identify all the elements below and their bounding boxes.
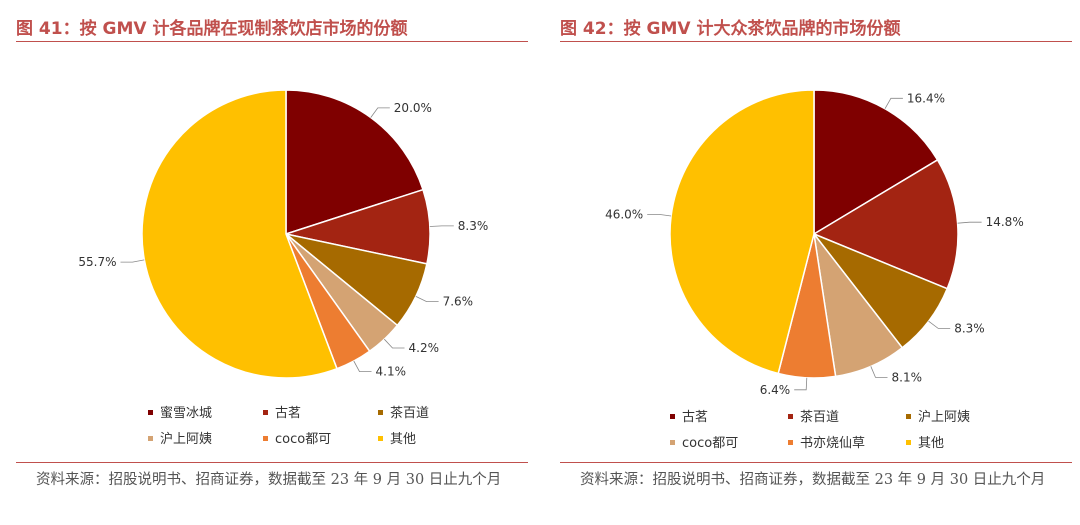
- leader-line: [870, 366, 888, 378]
- legend-swatch: [378, 436, 383, 441]
- leader-line: [415, 296, 439, 303]
- legend-label: coco都可: [275, 432, 331, 447]
- legend-swatch: [788, 440, 793, 445]
- legend-label: 蜜雪冰城: [160, 406, 212, 421]
- legend-swatch: [670, 414, 675, 419]
- figure-42: 图 42：按 GMV 计大众茶饮品牌的市场份额 16.4% 14.8% 8.3% 8.…: [552, 0, 1072, 525]
- legend-swatch: [263, 410, 268, 415]
- pie-slice: [669, 89, 815, 375]
- pie-slice: [285, 89, 424, 236]
- leader-line: [928, 320, 951, 329]
- data-label: 20.0%: [394, 101, 432, 115]
- data-label: 16.4%: [907, 91, 945, 105]
- data-label: 55.7%: [78, 255, 116, 269]
- source-note: 资料来源：招股说明书、招商证券，数据截至 23 年 9 月 30 日止九个月: [36, 472, 502, 488]
- legend-swatch: [378, 410, 383, 415]
- legend-label: 茶百道: [390, 405, 429, 421]
- leader-line: [120, 259, 145, 263]
- legend-label: 沪上阿姨: [918, 409, 970, 425]
- legend-label: 其他: [390, 432, 416, 447]
- data-label: 4.1%: [376, 365, 407, 379]
- pie-chart: 16.4% 14.8% 8.3% 8.1% 6.4% 46.0% 古茗 茶百道 沪上阿姨 coco…: [605, 89, 1024, 451]
- legend-swatch: [148, 410, 153, 415]
- legend-label: 茶百道: [800, 409, 839, 425]
- leader-line: [884, 97, 903, 109]
- data-label: 14.8%: [986, 215, 1024, 229]
- source-divider: [16, 462, 528, 463]
- leader-line: [429, 225, 454, 227]
- legend-label: 书亦烧仙草: [800, 435, 865, 451]
- figure-title: 图 41：按 GMV 计各品牌在现制茶饮店市场的份额: [16, 19, 408, 39]
- data-label: 6.4%: [760, 383, 791, 397]
- leader-line: [794, 377, 808, 391]
- legend-swatch: [263, 436, 268, 441]
- data-label: 4.2%: [409, 341, 440, 355]
- leader-line: [370, 107, 390, 118]
- legend-swatch: [670, 440, 675, 445]
- leader-line: [647, 213, 672, 217]
- legend-label: 其他: [918, 436, 944, 451]
- legend-label: 沪上阿姨: [160, 431, 212, 447]
- source-divider: [560, 462, 1072, 463]
- legend-label: coco都可: [682, 436, 738, 451]
- legend-label: 古茗: [682, 410, 708, 425]
- data-label: 8.1%: [892, 370, 923, 384]
- legend-swatch: [906, 440, 911, 445]
- data-label: 7.6%: [443, 295, 474, 309]
- data-label: 8.3%: [954, 321, 985, 335]
- pie-slice: [812, 158, 959, 290]
- data-label: 8.3%: [458, 219, 489, 233]
- legend-swatch: [148, 436, 153, 441]
- figure-title: 图 42：按 GMV 计大众茶饮品牌的市场份额: [560, 19, 901, 39]
- leader-line: [384, 338, 405, 349]
- pie-slice: [141, 89, 338, 379]
- source-note: 资料来源：招股说明书、招商证券，数据截至 23 年 9 月 30 日止九个月: [580, 472, 1046, 488]
- title-divider: [16, 41, 528, 42]
- legend-swatch: [788, 414, 793, 419]
- data-label: 46.0%: [605, 207, 643, 221]
- leader-line: [957, 221, 982, 224]
- pie-slice: [813, 89, 939, 236]
- title-divider: [560, 41, 1072, 42]
- leader-line: [353, 360, 372, 373]
- figure-41: 图 41：按 GMV 计各品牌在现制茶饮店市场的份额 20.0% 8.3% 7.6%…: [8, 0, 528, 525]
- legend-label: 古茗: [275, 406, 301, 421]
- legend-swatch: [906, 414, 911, 419]
